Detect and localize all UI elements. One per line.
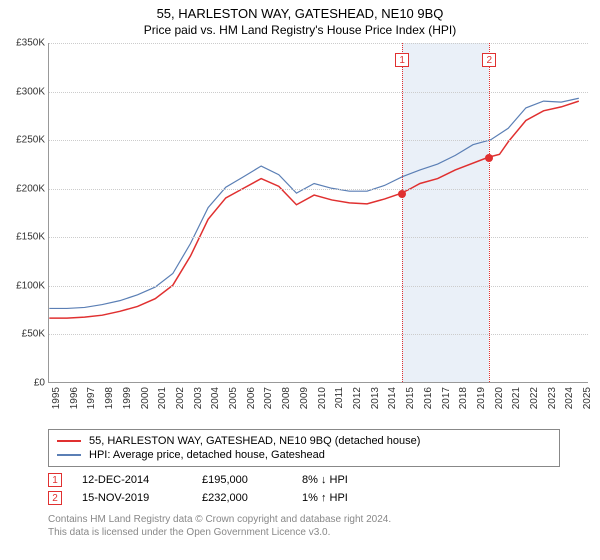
sale-vline — [402, 43, 403, 382]
x-axis-label: 2012 — [352, 387, 363, 409]
y-axis-label: £0 — [34, 378, 45, 389]
x-axis-label: 2022 — [529, 387, 540, 409]
chart-subtitle: Price paid vs. HM Land Registry's House … — [0, 21, 600, 43]
sale-row: 2 15-NOV-2019 £232,000 1% ↑ HPI — [48, 489, 560, 507]
legend-item: HPI: Average price, detached house, Gate… — [57, 448, 551, 462]
sale-marker-box: 2 — [482, 53, 496, 67]
line-series-svg — [49, 43, 588, 382]
plot-area: 12 — [48, 43, 588, 383]
sale-marker-box: 1 — [395, 53, 409, 67]
legend-item: 55, HARLESTON WAY, GATESHEAD, NE10 9BQ (… — [57, 434, 551, 448]
x-axis-label: 2001 — [157, 387, 168, 409]
chart-area: 12 £0£50K£100K£150K£200K£250K£300K£350K1… — [0, 43, 600, 423]
x-axis-label: 2014 — [387, 387, 398, 409]
sale-marker-box: 1 — [48, 473, 62, 487]
x-axis-label: 2007 — [263, 387, 274, 409]
sale-date: 12-DEC-2014 — [82, 474, 182, 486]
sale-price: £232,000 — [202, 492, 282, 504]
y-axis-label: £300K — [16, 86, 45, 97]
x-axis-label: 2011 — [334, 387, 345, 409]
x-axis-label: 2008 — [281, 387, 292, 409]
y-axis-label: £250K — [16, 135, 45, 146]
legend-swatch — [57, 454, 81, 456]
x-axis-label: 1998 — [104, 387, 115, 409]
sale-vline — [489, 43, 490, 382]
x-axis-label: 2002 — [175, 387, 186, 409]
legend-box: 55, HARLESTON WAY, GATESHEAD, NE10 9BQ (… — [48, 429, 560, 467]
sales-table: 1 12-DEC-2014 £195,000 8% ↓ HPI 2 15-NOV-2019… — [48, 471, 560, 507]
x-axis-label: 2018 — [458, 387, 469, 409]
legend-swatch — [57, 440, 81, 442]
sale-price: £195,000 — [202, 474, 282, 486]
x-axis-label: 2009 — [299, 387, 310, 409]
y-axis-label: £350K — [16, 38, 45, 49]
x-axis-label: 2024 — [564, 387, 575, 409]
x-axis-label: 2021 — [511, 387, 522, 409]
gridline-h — [49, 43, 588, 44]
x-axis-label: 2010 — [317, 387, 328, 409]
x-axis-label: 2000 — [140, 387, 151, 409]
sale-dot — [398, 190, 406, 198]
x-axis-label: 2013 — [370, 387, 381, 409]
gridline-h — [49, 189, 588, 190]
x-axis-label: 2023 — [547, 387, 558, 409]
x-axis-label: 2003 — [193, 387, 204, 409]
y-axis-label: £100K — [16, 280, 45, 291]
series-line-hpi — [49, 98, 579, 308]
x-axis-label: 2006 — [246, 387, 257, 409]
x-axis-label: 1997 — [86, 387, 97, 409]
x-axis-label: 1999 — [122, 387, 133, 409]
gridline-h — [49, 92, 588, 93]
x-axis-label: 2017 — [441, 387, 452, 409]
sale-hpi-delta: 1% ↑ HPI — [302, 492, 348, 504]
y-axis-label: £50K — [22, 329, 45, 340]
sale-hpi-delta: 8% ↓ HPI — [302, 474, 348, 486]
gridline-h — [49, 237, 588, 238]
x-axis-label: 2019 — [476, 387, 487, 409]
x-axis-label: 2004 — [210, 387, 221, 409]
legend-label: HPI: Average price, detached house, Gate… — [89, 449, 325, 461]
legend-label: 55, HARLESTON WAY, GATESHEAD, NE10 9BQ (… — [89, 435, 420, 447]
gridline-h — [49, 140, 588, 141]
footer-attribution: Contains HM Land Registry data © Crown c… — [48, 513, 560, 539]
gridline-h — [49, 334, 588, 335]
footer-line-1: Contains HM Land Registry data © Crown c… — [48, 513, 560, 526]
sale-row: 1 12-DEC-2014 £195,000 8% ↓ HPI — [48, 471, 560, 489]
x-axis-label: 1996 — [69, 387, 80, 409]
y-axis-label: £150K — [16, 232, 45, 243]
x-axis-label: 2025 — [582, 387, 593, 409]
x-axis-label: 2020 — [494, 387, 505, 409]
x-axis-label: 2016 — [423, 387, 434, 409]
footer-line-2: This data is licensed under the Open Gov… — [48, 526, 560, 539]
y-axis-label: £200K — [16, 183, 45, 194]
x-axis-label: 2005 — [228, 387, 239, 409]
sale-dot — [485, 154, 493, 162]
gridline-h — [49, 286, 588, 287]
x-axis-label: 1995 — [51, 387, 62, 409]
sale-marker-box: 2 — [48, 491, 62, 505]
sale-date: 15-NOV-2019 — [82, 492, 182, 504]
chart-title: 55, HARLESTON WAY, GATESHEAD, NE10 9BQ — [0, 0, 600, 21]
x-axis-label: 2015 — [405, 387, 416, 409]
